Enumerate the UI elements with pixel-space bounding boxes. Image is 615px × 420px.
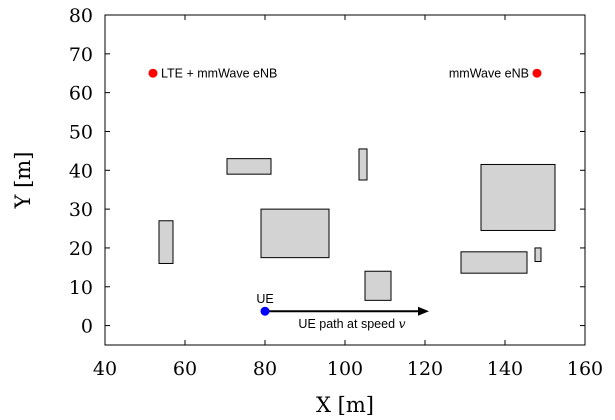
building-8	[534, 247, 542, 263]
mmwave-enb-marker	[532, 68, 542, 78]
y-tick-label: 20	[69, 238, 93, 260]
speed-variable: v	[399, 316, 406, 331]
lte-mmwave-enb-marker	[148, 68, 158, 78]
ue-label: UE	[256, 292, 273, 306]
nodes-layer: LTE + mmWave eNB mmWave eNB UE	[148, 67, 542, 316]
mmwave-enb-label: mmWave eNB	[449, 67, 529, 81]
ue-path-label: UE path at speed v	[298, 316, 405, 331]
building-1	[158, 220, 174, 264]
x-tick-label: 60	[173, 358, 197, 380]
ue-marker	[260, 306, 270, 316]
y-axis-title: Y [m]	[11, 152, 35, 210]
y-tick-label: 70	[69, 44, 93, 66]
x-tick-label: 80	[253, 358, 277, 380]
building-5	[364, 270, 392, 301]
x-tick-label: 100	[327, 358, 363, 380]
y-tick-label: 0	[81, 316, 93, 338]
ue-path-arrowhead	[418, 306, 429, 316]
buildings-layer	[158, 148, 556, 301]
building-6	[480, 163, 556, 231]
y-tick-label: 30	[69, 199, 93, 221]
x-tick-label: 160	[567, 358, 603, 380]
x-tick-label: 40	[93, 358, 117, 380]
building-2	[226, 158, 272, 175]
axis-ticks: 40 60 80 100 120 140 160 0 10 20 30 40 50 60 70 80	[69, 5, 603, 380]
building-7	[460, 251, 528, 274]
y-tick-label: 10	[69, 277, 93, 299]
x-tick-label: 120	[407, 358, 443, 380]
y-tick-label: 50	[69, 121, 93, 143]
y-tick-label: 60	[69, 83, 93, 105]
x-tick-label: 140	[487, 358, 523, 380]
lte-mmwave-enb-label: LTE + mmWave eNB	[161, 67, 277, 81]
y-tick-label: 40	[69, 160, 93, 182]
building-4	[358, 148, 368, 181]
x-axis-title: X [m]	[316, 393, 374, 417]
building-3	[260, 208, 330, 259]
ue-path-layer: UE path at speed v	[265, 306, 429, 331]
y-tick-label: 80	[69, 5, 93, 27]
